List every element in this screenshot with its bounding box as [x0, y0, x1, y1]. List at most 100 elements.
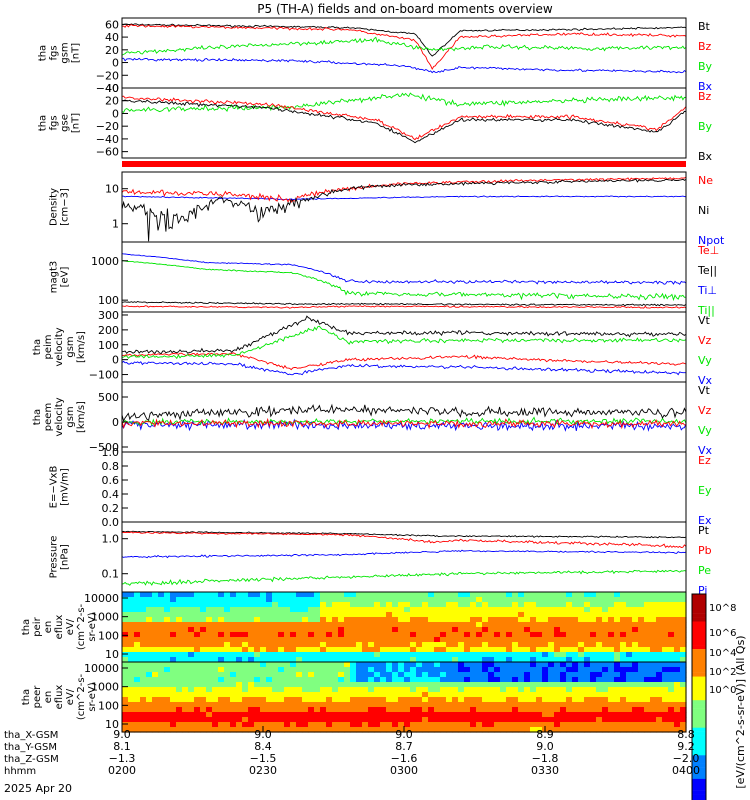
heatmap-cell: [602, 662, 609, 668]
heatmap-cell: [368, 642, 375, 648]
heatmap-cell: [500, 617, 507, 623]
heatmap-cell: [488, 617, 495, 623]
heatmap-cell: [296, 647, 303, 653]
heatmap-cell: [410, 657, 417, 663]
heatmap-cell: [482, 642, 489, 648]
heatmap-cell: [620, 657, 627, 663]
heatmap-cell: [374, 677, 381, 683]
heatmap-cell: [566, 687, 573, 693]
heatmap-cell: [614, 632, 621, 638]
heatmap-cell: [470, 727, 477, 733]
heatmap-cell: [422, 647, 429, 653]
heatmap-cell: [212, 657, 219, 663]
heatmap-cell: [668, 597, 675, 603]
heatmap-cell: [248, 657, 255, 663]
heatmap-cell: [200, 657, 207, 663]
heatmap-cell: [314, 692, 321, 698]
heatmap-cell: [374, 612, 381, 618]
heatmap-cell: [392, 637, 399, 643]
heatmap-cell: [218, 697, 225, 703]
heatmap-cell: [512, 677, 519, 683]
heatmap-cell: [182, 672, 189, 678]
heatmap-cell: [542, 647, 549, 653]
heatmap-cell: [452, 642, 459, 648]
heatmap-cell: [398, 687, 405, 693]
heatmap-cell: [362, 687, 369, 693]
heatmap-cell: [596, 612, 603, 618]
heatmap-cell: [410, 697, 417, 703]
heatmap-cell: [308, 667, 315, 673]
heatmap-cell: [344, 687, 351, 693]
heatmap-cell: [356, 687, 363, 693]
heatmap-cell: [422, 592, 429, 598]
heatmap-cell: [164, 687, 171, 693]
heatmap-cell: [608, 702, 615, 708]
heatmap-cell: [416, 662, 423, 668]
heatmap-cell: [152, 612, 159, 618]
heatmap-cell: [248, 597, 255, 603]
heatmap-cell: [674, 697, 681, 703]
heatmap-cell: [458, 682, 465, 688]
heatmap-cell: [674, 647, 681, 653]
heatmap-cell: [254, 687, 261, 693]
heatmap-cell: [560, 717, 567, 723]
heatmap-cell: [176, 692, 183, 698]
heatmap-cell: [428, 597, 435, 603]
heatmap-cell: [122, 617, 129, 623]
heatmap-cell: [380, 717, 387, 723]
heatmap-cell: [524, 627, 531, 633]
heatmap-cell: [128, 592, 135, 598]
heatmap-cell: [326, 652, 333, 658]
heatmap-cell: [506, 682, 513, 688]
heatmap-cell: [134, 592, 141, 598]
heatmap-cell: [524, 622, 531, 628]
heatmap-cell: [488, 642, 495, 648]
heatmap-cell: [416, 627, 423, 633]
heatmap-cell: [146, 617, 153, 623]
heatmap-cell: [308, 682, 315, 688]
heatmap-cell: [236, 637, 243, 643]
heatmap-cell: [380, 612, 387, 618]
heatmap-cell: [236, 617, 243, 623]
heatmap-cell: [272, 672, 279, 678]
heatmap-cell: [134, 597, 141, 603]
heatmap-cell: [476, 692, 483, 698]
heatmap-cell: [326, 612, 333, 618]
heatmap-cell: [350, 677, 357, 683]
heatmap-cells: [122, 662, 687, 733]
heatmap-cell: [482, 617, 489, 623]
heatmap-cell: [590, 647, 597, 653]
heatmap-cell: [446, 637, 453, 643]
heatmap-cell: [458, 722, 465, 728]
heatmap-cell: [266, 647, 273, 653]
heatmap-cell: [212, 707, 219, 713]
heatmap-cell: [644, 647, 651, 653]
xtick-label: 9.0: [536, 740, 554, 753]
heatmap-cell: [512, 592, 519, 598]
heatmap-cell: [290, 727, 297, 733]
heatmap-cell: [482, 712, 489, 718]
heatmap-cell: [506, 667, 513, 673]
heatmap-cell: [512, 597, 519, 603]
heatmap-cell: [386, 672, 393, 678]
heatmap-cell: [350, 712, 357, 718]
heatmap-cell: [134, 627, 141, 633]
heatmap-cell: [518, 602, 525, 608]
heatmap-cell: [314, 727, 321, 733]
heatmap-cell: [620, 677, 627, 683]
heatmap-cell: [356, 657, 363, 663]
heatmap-cell: [488, 612, 495, 618]
heatmap-cell: [602, 617, 609, 623]
heatmap-cell: [278, 612, 285, 618]
heatmap-cell: [500, 632, 507, 638]
heatmap-cell: [548, 597, 555, 603]
heatmap-cell: [350, 687, 357, 693]
heatmap-cell: [416, 632, 423, 638]
heatmap-cell: [278, 592, 285, 598]
heatmap-cell: [590, 612, 597, 618]
heatmap-cell: [482, 667, 489, 673]
heatmap-cell: [452, 602, 459, 608]
heatmap-cell: [272, 677, 279, 683]
heatmap-cell: [650, 657, 657, 663]
